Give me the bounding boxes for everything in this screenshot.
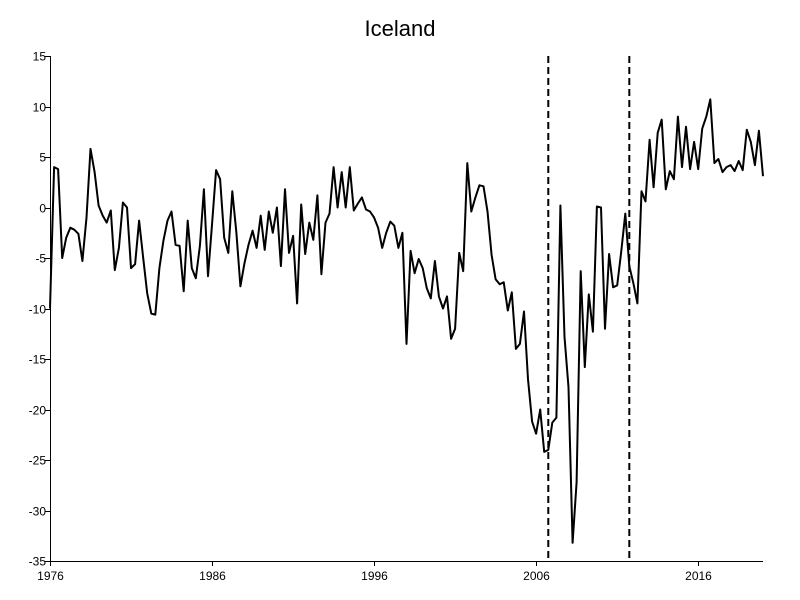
y-tick-label: -35 [29,555,47,569]
y-tick-label: 5 [39,151,46,165]
y-tick-label: 10 [33,101,47,115]
y-tick-label: -25 [29,454,47,468]
x-tick-label: 1996 [361,569,388,583]
y-axis-ticks: 15 10 5 0 -5 -10 -15 -20 -25 -30 -35 [29,50,50,569]
y-tick-label: 0 [39,202,46,216]
y-tick-label: -5 [35,252,46,266]
x-tick-label: 1976 [37,569,64,583]
vertical-reference-lines [547,56,631,561]
series-line [49,98,764,544]
x-tick-label: 1986 [199,569,226,583]
y-tick-label: -10 [29,303,47,317]
series-group [49,98,764,544]
x-tick-label: 2016 [685,569,712,583]
y-tick-label: -15 [29,353,47,367]
x-tick-label: 2006 [523,569,550,583]
y-tick-label: -20 [29,404,47,418]
x-axis-ticks: 1976 1986 1996 2006 2016 [37,561,712,583]
y-tick-label: -30 [29,505,47,519]
chart-title: Iceland [365,16,436,41]
y-tick-label: 15 [33,50,47,64]
